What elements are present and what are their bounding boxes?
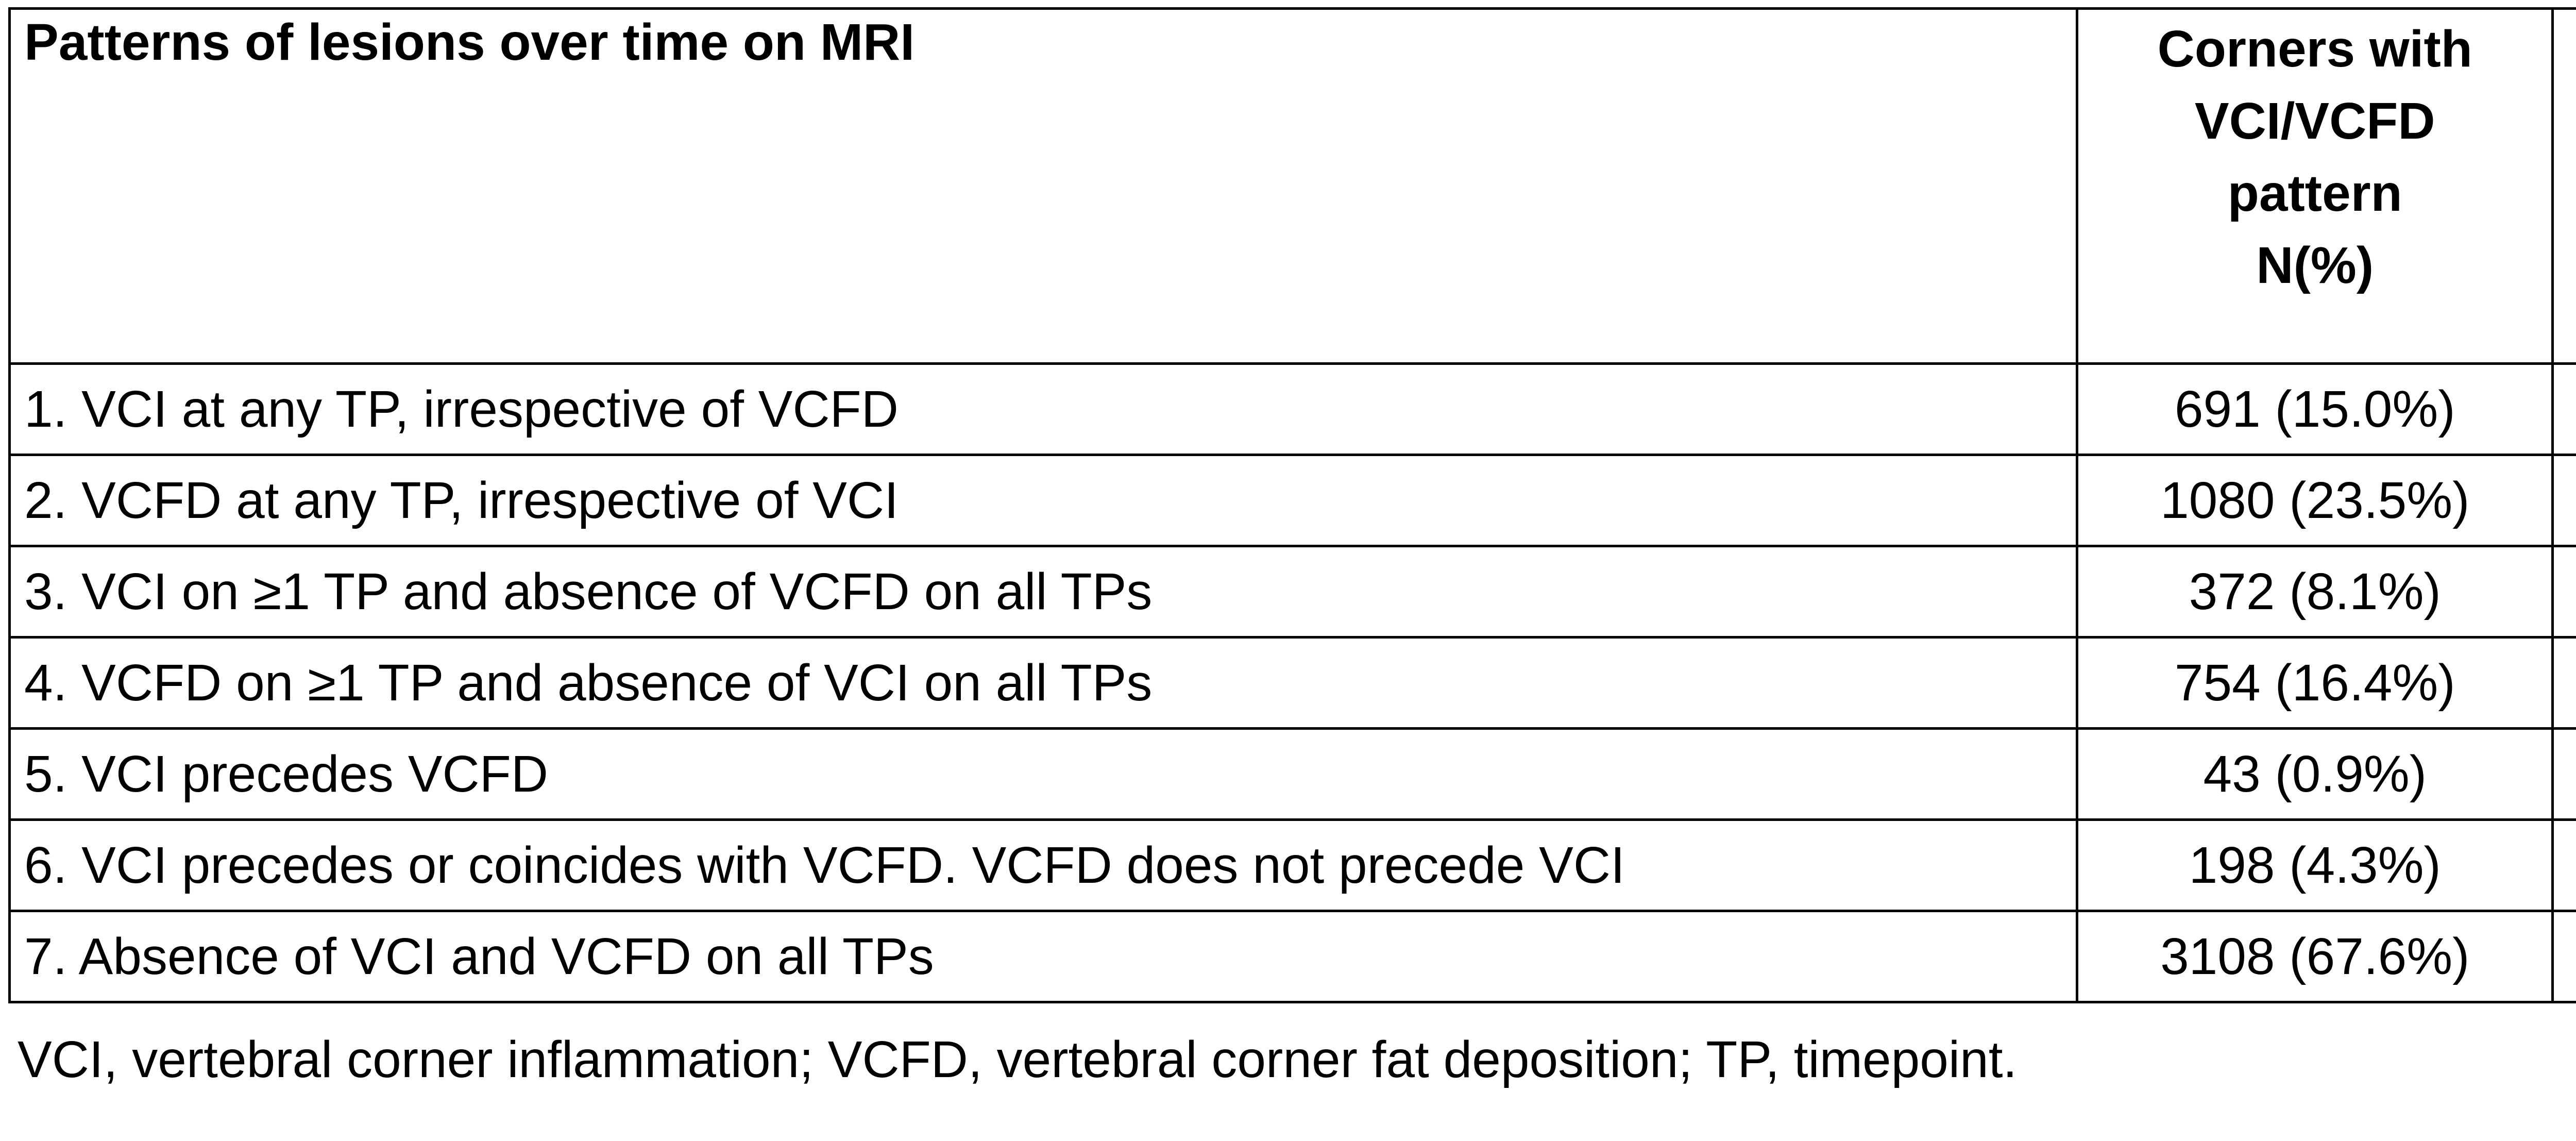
table-row: 2. VCFD at any TP, irrespective of VCI 1… bbox=[8, 454, 2576, 547]
pattern-cell: 3. VCI on ≥1 TP and absence of VCFD on a… bbox=[8, 545, 2079, 639]
n-cell: 691 (15.0%) bbox=[2076, 362, 2554, 456]
pattern-cell: 7. Absence of VCI and VCFD on all TPs bbox=[8, 910, 2079, 1003]
table-footnote: VCI, vertebral corner inflammation; VCFD… bbox=[18, 1031, 2018, 1088]
pattern-cell: 1. VCI at any TP, irrespective of VCFD bbox=[8, 362, 2079, 456]
lesion-patterns-table: Patterns of lesions over time on MRI Cor… bbox=[8, 7, 2576, 1003]
pattern-cell: 6. VCI precedes or coincides with VCFD. … bbox=[8, 818, 2079, 912]
pattern-cell: 5. VCI precedes VCFD bbox=[8, 727, 2079, 821]
table-row: 6. VCI precedes or coincides with VCFD. … bbox=[8, 818, 2576, 912]
n-cell: 3108 (67.6%) bbox=[2076, 910, 2554, 1003]
or-cell: 1.90 (1.15-3.13) bbox=[2551, 545, 2576, 639]
header-row: Patterns of lesions over time on MRI Cor… bbox=[8, 7, 2576, 365]
table-header: Patterns of lesions over time on MRI Cor… bbox=[8, 7, 2576, 365]
table-row: 4. VCFD on ≥1 TP and absence of VCI on a… bbox=[8, 636, 2576, 730]
table-row: 1. VCI at any TP, irrespective of VCFD 6… bbox=[8, 362, 2576, 456]
or-cell: 0.35 (0.25-0.49) bbox=[2551, 910, 2576, 1003]
header-pattern: Patterns of lesions over time on MRI bbox=[8, 7, 2079, 365]
table-body: 1. VCI at any TP, irrespective of VCFD 6… bbox=[8, 362, 2576, 1003]
or-cell: 2.37 (1.49-3.78) bbox=[2551, 362, 2576, 456]
header-corners-n: Corners with VCI/VCFD pattern N(%) bbox=[2076, 7, 2554, 365]
header-or-ci: OR (95% CI) bbox=[2551, 7, 2576, 365]
pattern-cell: 2. VCFD at any TP, irrespective of VCI bbox=[8, 454, 2079, 547]
pattern-cell: 4. VCFD on ≥1 TP and absence of VCI on a… bbox=[8, 636, 2079, 730]
table-row: 7. Absence of VCI and VCFD on all TPs 31… bbox=[8, 910, 2576, 1003]
or-cell: 2.58 (1.97-3.39) bbox=[2551, 454, 2576, 547]
n-cell: 754 (16.4%) bbox=[2076, 636, 2554, 730]
or-cell: 2.33 (1.47-3.69) bbox=[2551, 818, 2576, 912]
table-row: 5. VCI precedes VCFD 43 (0.9%) 2.20 (0.8… bbox=[8, 727, 2576, 821]
n-cell: 1080 (23.5%) bbox=[2076, 454, 2554, 547]
or-cell: 2.20 (0.83-5.86) bbox=[2551, 727, 2576, 821]
n-cell: 198 (4.3%) bbox=[2076, 818, 2554, 912]
table-row: 3. VCI on ≥1 TP and absence of VCFD on a… bbox=[8, 545, 2576, 639]
or-cell: 1.87 (1.41-2.48) bbox=[2551, 636, 2576, 730]
n-cell: 43 (0.9%) bbox=[2076, 727, 2554, 821]
n-cell: 372 (8.1%) bbox=[2076, 545, 2554, 639]
